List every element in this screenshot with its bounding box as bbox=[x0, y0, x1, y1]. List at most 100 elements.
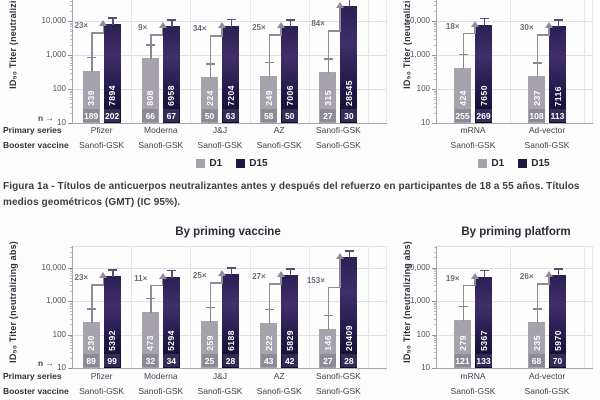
fold-arrow-rise1 bbox=[462, 284, 464, 306]
y-minor-tick bbox=[434, 44, 436, 46]
error-bar-d15 bbox=[348, 0, 351, 7]
fold-arrow-head bbox=[99, 20, 108, 27]
n-value-d15: 28 bbox=[222, 354, 239, 367]
fold-arrow-rise2 bbox=[548, 276, 550, 284]
y-minor-tick bbox=[434, 251, 436, 253]
n-value-d15: 67 bbox=[163, 109, 180, 122]
y-minor-tick bbox=[434, 272, 436, 274]
fold-arrow-rise2 bbox=[548, 27, 550, 36]
fold-arrow-head bbox=[277, 271, 285, 278]
y-minor-tick bbox=[70, 306, 72, 308]
y-minor-tick bbox=[70, 274, 72, 276]
fold-arrow-rise2 bbox=[474, 25, 476, 34]
y-minor-tick bbox=[70, 31, 72, 33]
y-minor-tick bbox=[434, 72, 436, 74]
fold-arrow-rise2 bbox=[339, 258, 341, 288]
y-minor-tick bbox=[434, 24, 436, 26]
y-minor-tick bbox=[434, 96, 436, 98]
y-minor-tick bbox=[70, 60, 72, 62]
y-minor-tick bbox=[434, 269, 436, 271]
bar-d15 bbox=[340, 257, 358, 368]
y-minor-tick bbox=[434, 0, 436, 2]
x-label-booster: Sanofi-GSK bbox=[138, 386, 184, 396]
error-bar-d15 bbox=[112, 17, 114, 26]
legend-d15: D15 bbox=[518, 158, 550, 169]
y-tick-label: 10 bbox=[421, 363, 430, 372]
x-label-booster: Sanofi-GSK bbox=[197, 140, 243, 150]
n-value-d1: 66 bbox=[142, 109, 159, 122]
gridline-vertical bbox=[368, 0, 369, 123]
fold-change-label: 26× bbox=[519, 272, 534, 281]
error-bar-d1 bbox=[91, 56, 93, 72]
fold-arrow-step bbox=[150, 34, 164, 36]
fold-change-label: 153× bbox=[306, 275, 325, 285]
row-label-booster-vaccine: Booster vaccine bbox=[3, 140, 69, 150]
n-arrow-label: n → bbox=[38, 358, 55, 368]
y-tick-label: 10 bbox=[57, 363, 66, 372]
n-value-d15: 42 bbox=[281, 354, 298, 367]
error-bar-d1 bbox=[462, 53, 464, 69]
y-minor-tick bbox=[434, 92, 436, 94]
error-bar-cap-d1 bbox=[264, 61, 274, 64]
gridline-vertical bbox=[386, 246, 387, 368]
error-bar-cap-d15 bbox=[167, 269, 177, 272]
fold-change-label: 34× bbox=[192, 24, 207, 34]
fold-arrow-rise1 bbox=[91, 284, 93, 309]
fold-arrow-rise2 bbox=[280, 27, 282, 36]
fold-arrow-rise2 bbox=[221, 275, 223, 284]
x-label-primary: AZ bbox=[273, 125, 285, 135]
n-value-d1: 108 bbox=[528, 109, 545, 122]
fold-arrow-head bbox=[336, 253, 345, 260]
bar-d15 bbox=[549, 26, 566, 123]
y-minor-tick bbox=[70, 26, 72, 28]
fold-change-label: 18× bbox=[445, 21, 460, 31]
y-minor-tick bbox=[434, 78, 436, 80]
error-bar-d15 bbox=[483, 17, 485, 26]
y-major-tick bbox=[68, 301, 72, 302]
n-value-d1: 27 bbox=[319, 109, 336, 122]
y-tick-label: 100 bbox=[52, 329, 66, 339]
gridline-vertical bbox=[510, 0, 511, 123]
n-value-d15: 34 bbox=[163, 354, 180, 367]
fold-change-label: 11× bbox=[134, 273, 148, 283]
row-label-primary-series: Primary series bbox=[3, 125, 62, 135]
fold-arrow-rise1 bbox=[150, 284, 152, 298]
n-value-d1: 68 bbox=[528, 354, 545, 367]
x-label-booster: Sanofi-GSK bbox=[450, 140, 496, 150]
y-minor-tick bbox=[434, 106, 436, 108]
fold-arrow-step bbox=[268, 283, 282, 285]
y-major-tick bbox=[432, 21, 436, 22]
row-label-primary-series: Primary series bbox=[3, 371, 62, 381]
y-minor-tick bbox=[70, 247, 72, 249]
y-major-tick bbox=[432, 267, 436, 269]
y-minor-tick bbox=[434, 4, 436, 6]
y-minor-tick bbox=[70, 304, 72, 306]
x-axis-line bbox=[435, 123, 593, 124]
fold-arrow-rise2 bbox=[161, 277, 164, 286]
legend-d1: D1 bbox=[196, 158, 222, 169]
gridline-horizontal bbox=[436, 301, 592, 302]
y-minor-tick bbox=[70, 272, 72, 274]
y-minor-tick bbox=[434, 311, 436, 313]
gridline-vertical bbox=[249, 0, 251, 123]
y-minor-tick bbox=[434, 60, 436, 62]
n-value-d15: 50 bbox=[281, 109, 298, 122]
y-minor-tick bbox=[70, 72, 72, 74]
x-label-primary: Ad-vector bbox=[528, 371, 566, 381]
error-bar-d1 bbox=[91, 308, 93, 324]
y-tick-label: 100 bbox=[52, 84, 66, 93]
fold-change-label: 27× bbox=[252, 272, 266, 282]
fold-arrow-head bbox=[217, 21, 226, 28]
y-minor-tick bbox=[434, 102, 436, 104]
y-minor-tick bbox=[434, 270, 436, 272]
gridline-vertical bbox=[131, 246, 133, 368]
fold-arrow-rise2 bbox=[161, 27, 164, 36]
fold-arrow-rise1 bbox=[327, 30, 330, 59]
legend: D1 D15 bbox=[449, 158, 579, 169]
error-bar-d15 bbox=[557, 19, 559, 28]
legend-d15: D15 bbox=[236, 158, 268, 169]
y-tick-label: 100 bbox=[416, 84, 430, 93]
